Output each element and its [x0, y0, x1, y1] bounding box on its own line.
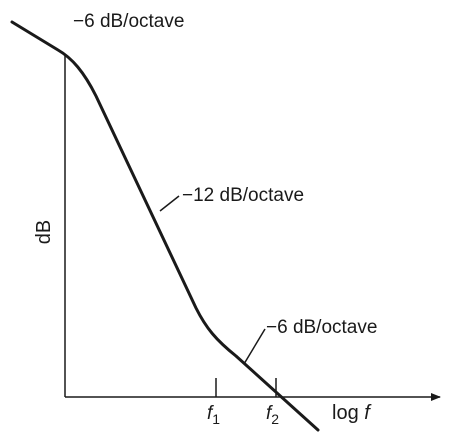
f1-subscript: 1 [212, 411, 220, 427]
f2-var: f [266, 403, 273, 424]
x-axis-label-prefix: log [332, 402, 364, 424]
f2-subscript: 2 [271, 411, 279, 427]
x-axis-label: log f [332, 402, 372, 424]
f2-label: f2 [266, 403, 279, 427]
slope-label-top: −6 dB/octave [73, 11, 184, 32]
f1-label: f1 [207, 403, 220, 427]
x-axis-label-var: f [364, 402, 372, 424]
slope-label-middle: −12 dB/octave [182, 185, 304, 206]
f1-var: f [207, 403, 214, 424]
leader-line-bottom [243, 328, 266, 365]
response-curve [10, 20, 320, 432]
slope-label-bottom: −6 dB/octave [266, 317, 377, 338]
leader-line-middle [159, 195, 180, 212]
y-axis-label: dB [33, 220, 55, 244]
